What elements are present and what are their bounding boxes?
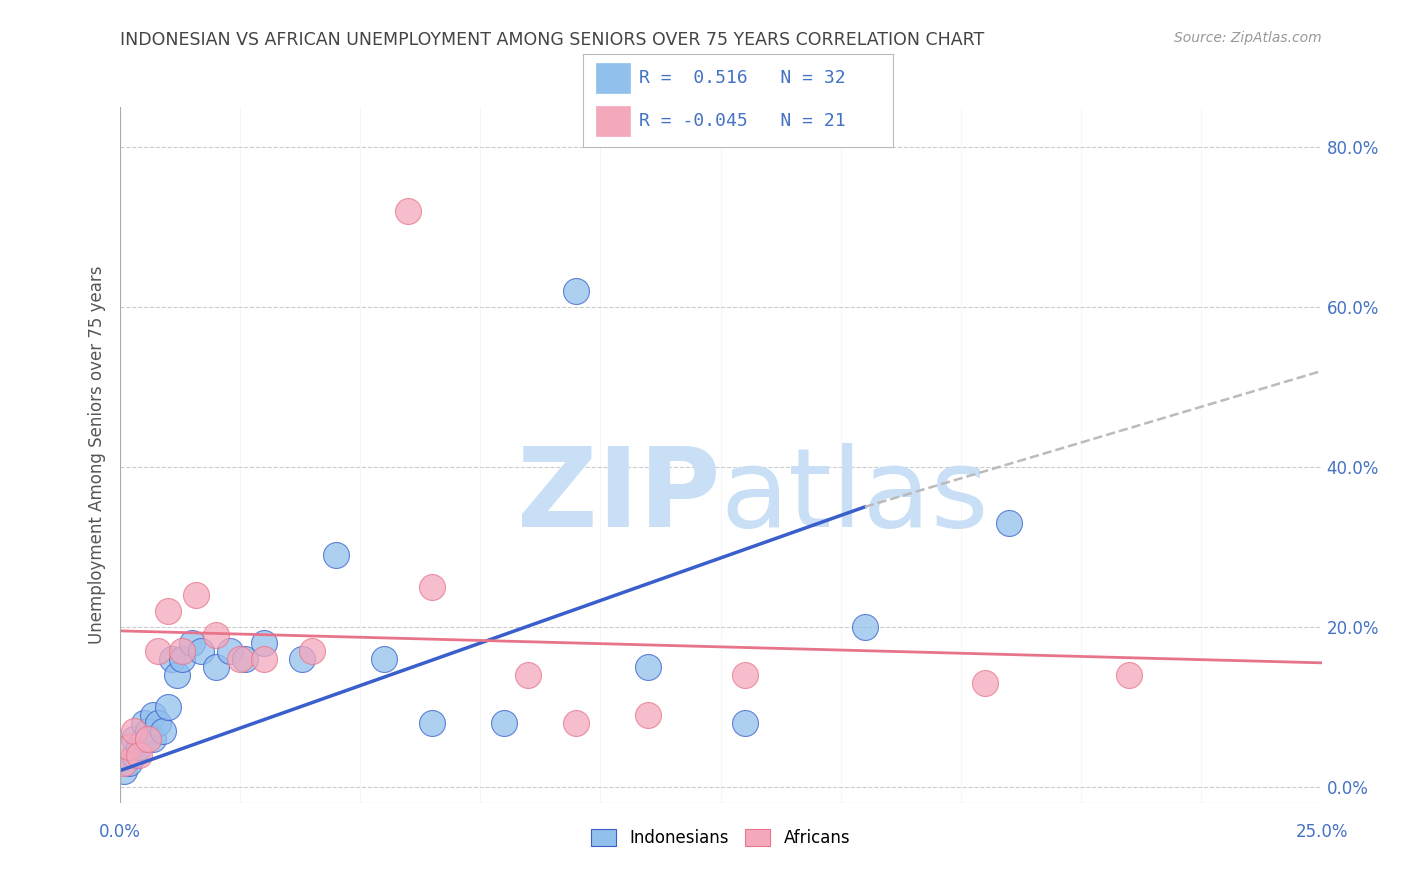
Point (112, 764, 135, 778)
Y-axis label: Unemployment Among Seniors over 75 years: Unemployment Among Seniors over 75 years (87, 266, 105, 644)
Text: ZIP: ZIP (517, 443, 720, 550)
Point (132, 715, 155, 730)
Point (301, 644, 323, 658)
Point (118, 739, 141, 754)
Point (373, 652, 395, 666)
Point (565, 715, 588, 730)
Point (146, 644, 169, 658)
Point (122, 723, 145, 738)
Point (146, 715, 169, 730)
Point (204, 660, 226, 674)
Point (170, 644, 193, 658)
Point (734, 715, 756, 730)
Bar (596, 63, 630, 93)
Point (253, 636, 276, 650)
Point (162, 652, 184, 666)
Point (186, 588, 208, 602)
Point (152, 723, 174, 738)
Point (998, 516, 1021, 530)
Point (122, 731, 145, 746)
Point (180, 636, 202, 650)
Point (420, 580, 443, 594)
Point (637, 660, 659, 674)
Text: Source: ZipAtlas.com: Source: ZipAtlas.com (1174, 31, 1322, 45)
Point (156, 604, 179, 618)
Point (517, 668, 540, 682)
Bar (596, 106, 630, 136)
Point (637, 707, 659, 722)
Point (138, 731, 160, 746)
Text: atlas: atlas (720, 443, 988, 550)
Point (325, 548, 347, 562)
Point (253, 652, 276, 666)
Point (494, 715, 516, 730)
Point (228, 652, 252, 666)
Point (138, 723, 160, 738)
Point (420, 715, 443, 730)
Point (734, 668, 756, 682)
Point (170, 652, 193, 666)
Point (233, 652, 256, 666)
Point (142, 707, 165, 722)
Point (128, 747, 150, 762)
Point (204, 628, 226, 642)
Point (396, 204, 419, 219)
Point (112, 756, 135, 770)
Point (853, 620, 876, 634)
Point (166, 668, 188, 682)
Point (156, 699, 179, 714)
Point (291, 652, 314, 666)
Point (128, 739, 150, 754)
Text: R = -0.045   N = 21: R = -0.045 N = 21 (640, 112, 846, 130)
Text: R =  0.516   N = 32: R = 0.516 N = 32 (640, 69, 846, 87)
Legend: Indonesians, Africans: Indonesians, Africans (583, 822, 858, 854)
Point (190, 644, 212, 658)
Text: 25.0%: 25.0% (1295, 823, 1348, 841)
Text: 0.0%: 0.0% (98, 823, 141, 841)
Point (122, 747, 145, 762)
Point (565, 284, 588, 298)
Point (1118, 668, 1140, 682)
Text: INDONESIAN VS AFRICAN UNEMPLOYMENT AMONG SENIORS OVER 75 YEARS CORRELATION CHART: INDONESIAN VS AFRICAN UNEMPLOYMENT AMONG… (120, 31, 984, 49)
Point (219, 644, 242, 658)
Point (974, 676, 997, 690)
Point (118, 756, 141, 770)
Point (142, 731, 165, 746)
Point (132, 731, 155, 746)
